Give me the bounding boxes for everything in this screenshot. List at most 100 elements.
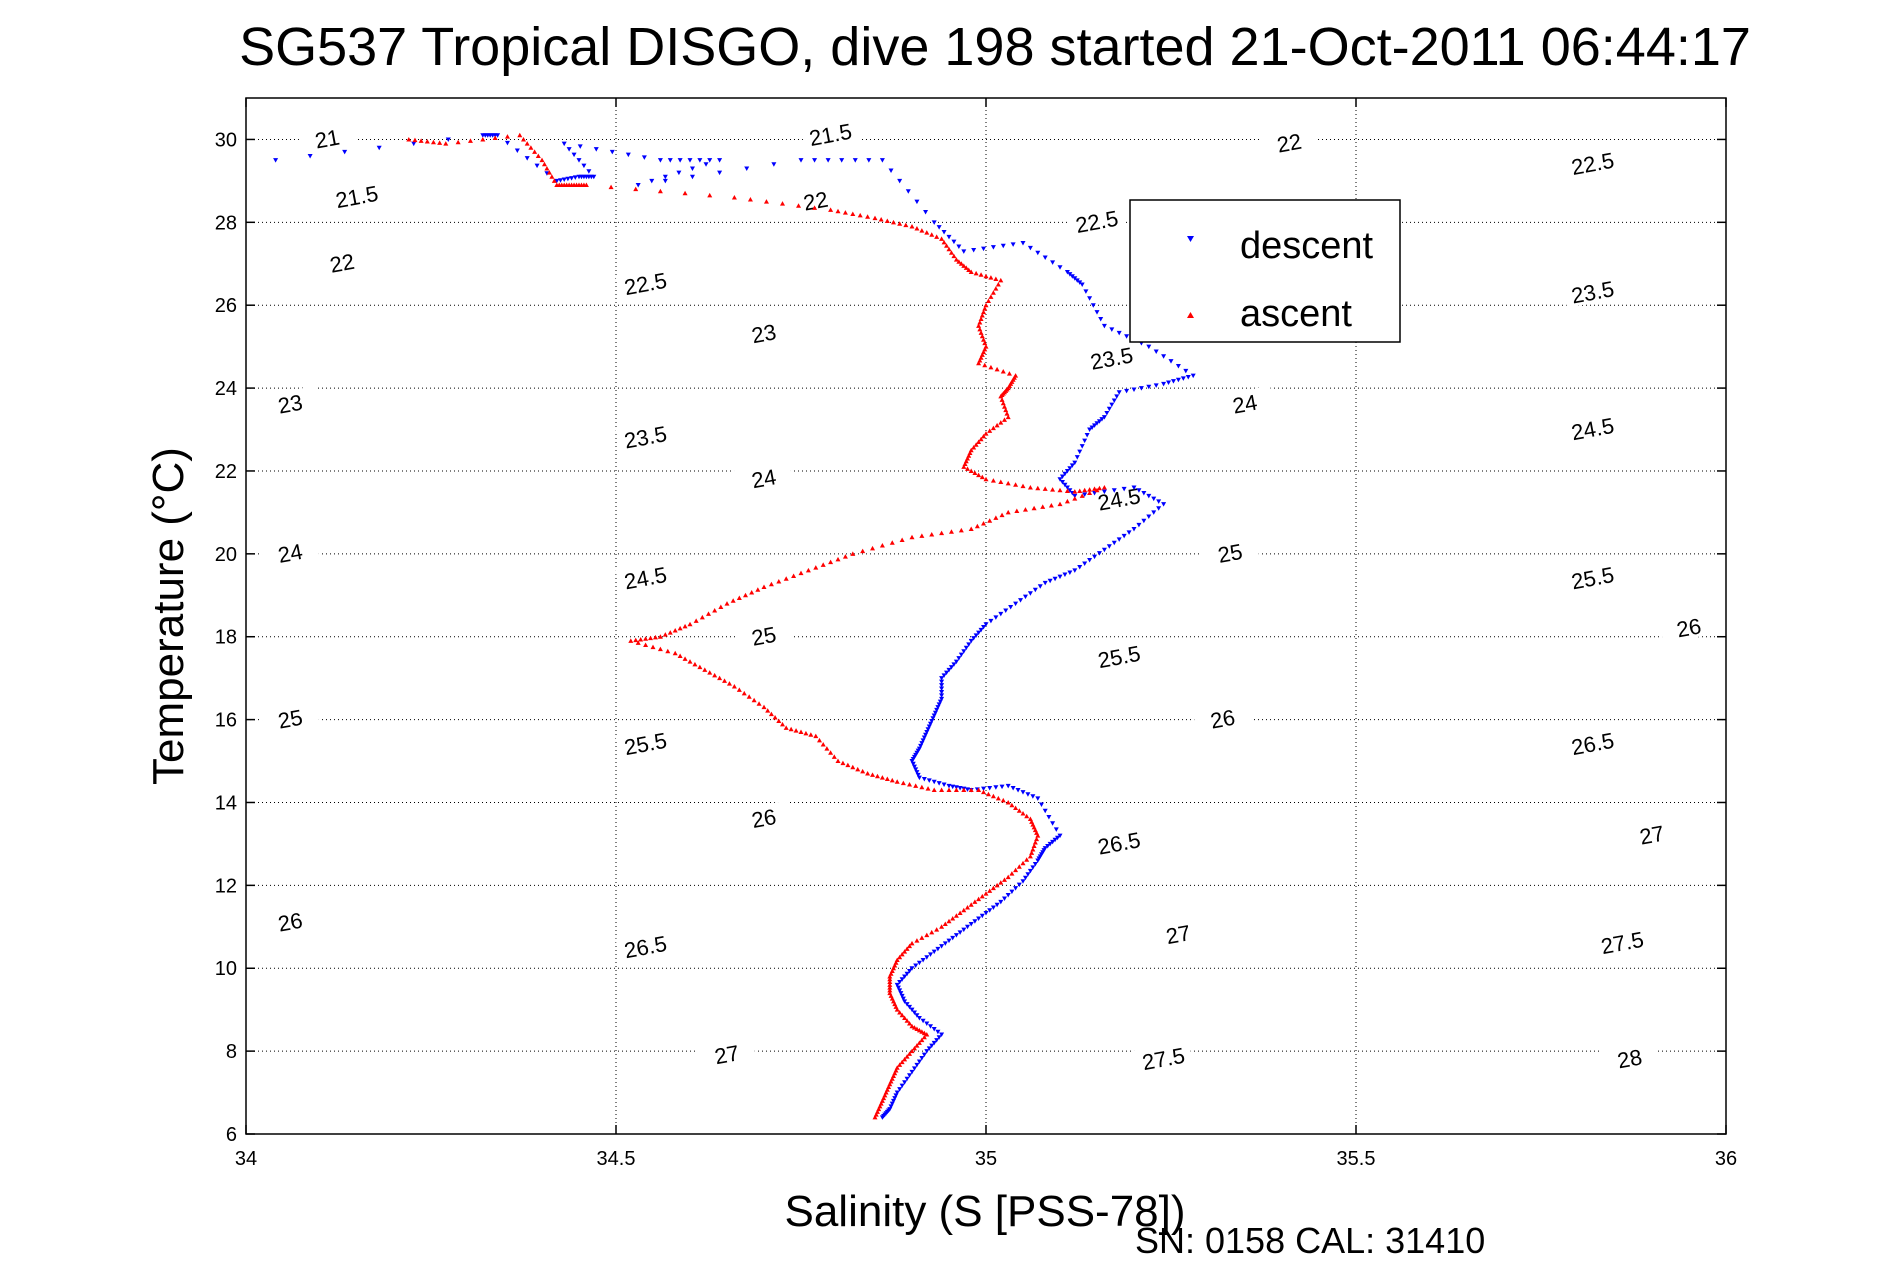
ascent-point	[702, 667, 708, 672]
descent-point	[919, 1056, 925, 1061]
ascent-point	[1016, 808, 1022, 813]
descent-point	[936, 702, 942, 707]
ascent-point	[979, 313, 985, 318]
ascent-point	[985, 298, 991, 304]
ascent-point	[1057, 501, 1063, 507]
ascent-point	[887, 985, 893, 990]
ascent-point	[874, 773, 880, 779]
descent-series	[273, 133, 1196, 1120]
ascent-point	[974, 523, 980, 529]
descent-point	[936, 1035, 942, 1040]
ascent-point	[872, 1114, 878, 1120]
descent-point	[1010, 785, 1016, 791]
ascent-point	[979, 333, 985, 339]
descent-point	[913, 767, 919, 772]
descent-point	[812, 158, 818, 163]
descent-point	[1052, 576, 1058, 582]
ascent-point	[1013, 482, 1019, 487]
contour-label-background	[1562, 273, 1623, 308]
contour-label-background	[615, 265, 675, 300]
ascent-point	[412, 137, 418, 143]
ascent-point	[783, 576, 789, 581]
descent-point	[1074, 455, 1080, 460]
ascent-point	[648, 635, 654, 641]
descent-point	[1016, 882, 1022, 888]
contour-label: 24.5	[1569, 413, 1616, 445]
ascent-point	[993, 276, 999, 281]
descent-point	[958, 652, 964, 658]
ascent-point	[813, 565, 819, 570]
ascent-point	[966, 267, 972, 272]
descent-point	[1101, 415, 1107, 420]
descent-point	[909, 1007, 915, 1013]
descent-point	[1045, 843, 1051, 849]
ascent-point	[987, 428, 993, 433]
descent-point	[635, 183, 641, 188]
descent-point	[895, 985, 901, 991]
ascent-point	[978, 272, 984, 277]
ascent-point	[982, 340, 988, 346]
descent-point	[961, 927, 967, 933]
y-tick-label: 18	[215, 627, 237, 649]
y-tick-label: 12	[215, 875, 237, 897]
descent-point	[1092, 423, 1098, 428]
ascent-point	[884, 776, 890, 781]
contour-label: 28	[1615, 1044, 1644, 1073]
contour-label: 24	[276, 539, 305, 568]
descent-point	[979, 913, 985, 919]
x-tick-label: 35.5	[1337, 1148, 1376, 1170]
descent-point	[981, 246, 987, 252]
descent-point	[939, 683, 945, 688]
descent-point	[953, 933, 959, 938]
ascent-point	[672, 650, 678, 656]
ascent-point	[712, 607, 718, 613]
ascent-point	[803, 730, 809, 736]
descent-point	[950, 784, 956, 790]
ascent-point	[672, 628, 678, 633]
descent-point	[994, 902, 1000, 908]
ascent-point	[776, 718, 782, 723]
contour-label: 22	[801, 187, 830, 216]
descent-point	[1082, 561, 1088, 567]
ascent-point	[796, 203, 802, 208]
contour-label: 23.5	[1569, 276, 1616, 308]
ascent-point	[870, 545, 876, 551]
descent-point	[581, 163, 587, 169]
descent-point	[1101, 489, 1107, 495]
descent-point	[1050, 821, 1056, 826]
descent-point	[924, 730, 930, 735]
descent-point	[926, 778, 932, 783]
ascent-point	[1002, 877, 1007, 882]
descent-point	[1020, 879, 1026, 884]
ascent-point	[763, 199, 769, 204]
ascent-point	[1013, 805, 1019, 811]
ascent-point	[731, 683, 737, 689]
ascent-point	[939, 236, 945, 241]
ascent-point	[1087, 490, 1093, 496]
ascent-point	[736, 687, 742, 692]
ascent-point	[1035, 485, 1041, 491]
contour-label: 26.5	[622, 931, 669, 963]
descent-point	[907, 969, 913, 974]
contour-label: 26	[750, 804, 779, 833]
ascent-point	[751, 697, 757, 703]
ascent-point	[921, 1030, 927, 1036]
descent-point	[1064, 468, 1070, 474]
legend-descent-marker	[1187, 236, 1194, 242]
ascent-point	[761, 584, 767, 589]
ascent-point	[865, 214, 871, 219]
descent-point	[910, 761, 916, 767]
descent-point	[1116, 390, 1122, 395]
contour-label-background	[297, 120, 357, 155]
ascent-point	[1020, 811, 1026, 816]
ascent-point	[973, 442, 979, 447]
descent-point	[961, 649, 967, 654]
descent-point	[1027, 868, 1033, 874]
descent-point	[1067, 466, 1073, 471]
ascent-point	[987, 888, 993, 893]
descent-point	[1146, 384, 1152, 390]
ascent-point	[768, 581, 774, 587]
ascent-point	[1020, 860, 1026, 866]
descent-point	[1053, 827, 1059, 832]
descent-point	[924, 1049, 930, 1054]
